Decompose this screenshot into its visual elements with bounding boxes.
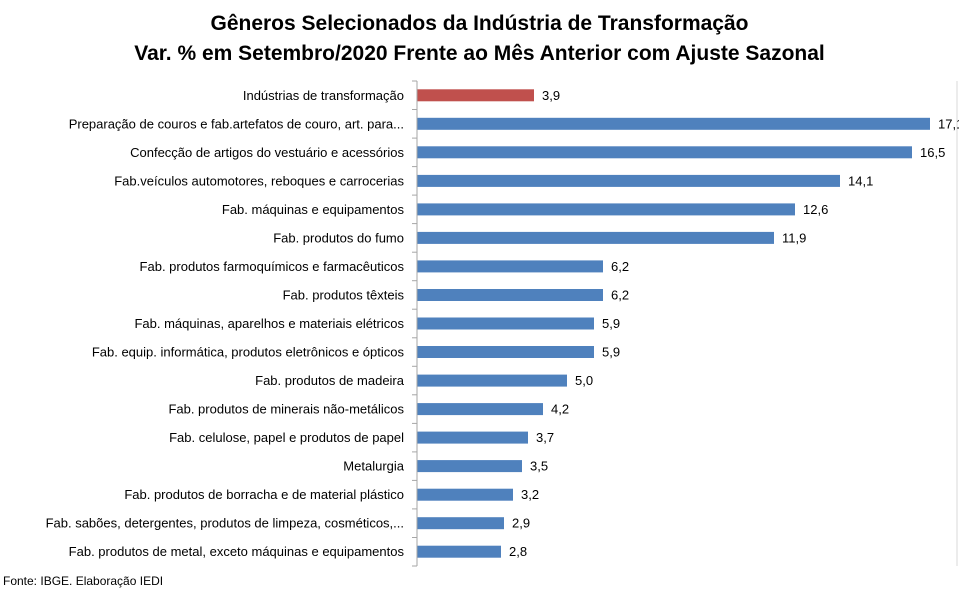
bar [417,545,501,558]
category-label: Preparação de couros e fab.artefatos de … [69,116,404,131]
data-label: 3,7 [536,430,554,445]
data-label: 6,2 [611,259,629,274]
data-label: 5,9 [602,316,620,331]
category-label: Fab. máquinas e equipamentos [222,202,405,217]
bar [417,431,528,444]
bar [417,403,543,416]
data-label: 14,1 [848,173,873,188]
category-label: Fab. produtos de borracha e de material … [124,487,404,502]
bar [417,117,930,130]
category-label: Fab. sabões, detergentes, produtos de li… [46,516,404,531]
bar [417,174,840,187]
data-label: 3,9 [542,88,560,103]
category-label: Indústrias de transformação [243,88,404,103]
category-label: Fab. produtos farmoquímicos e farmacêuti… [140,259,405,274]
category-label: Fab. produtos de minerais não-metálicos [168,402,404,417]
bar [417,289,603,301]
chart-title: Gêneros Selecionados da Indústria de Tra… [210,12,749,35]
category-label: Fab. celulose, papel e produtos de papel [169,430,404,445]
bar [417,317,594,330]
category-label: Metalurgia [343,459,404,474]
category-label: Fab.veículos automotores, reboques e car… [114,173,404,188]
bar [417,231,774,244]
category-label: Fab. produtos têxteis [283,288,405,303]
category-label: Confecção de artigos do vestuário e aces… [130,145,404,160]
chart-subtitle: Var. % em Setembro/2020 Frente ao Mês An… [134,42,825,65]
data-label: 4,2 [551,402,569,417]
bar [417,146,912,159]
data-label: 3,5 [530,459,548,474]
data-label: 5,0 [575,373,593,388]
bar [417,374,567,387]
data-label: 12,6 [803,202,828,217]
data-label: 16,5 [920,145,945,160]
bar [417,260,603,273]
category-label: Fab. produtos de madeira [255,373,405,388]
data-label: 11,9 [782,230,806,245]
category-label: Fab. produtos de metal, exceto máquinas … [69,544,405,559]
source-footnote: Fonte: IBGE. Elaboração IEDI [3,574,164,588]
category-label: Fab. máquinas, aparelhos e materiais elé… [134,316,404,331]
data-label: 3,2 [521,487,539,502]
data-label: 2,8 [509,544,527,559]
bar [417,203,795,216]
bar [417,346,594,358]
category-label: Fab. produtos do fumo [273,230,404,245]
data-label: 6,2 [611,288,629,303]
bar [417,488,513,501]
data-label: 2,9 [512,516,530,531]
bar [417,460,522,473]
data-label: 5,9 [602,345,620,360]
category-label: Fab. equip. informática, produtos eletrô… [92,345,405,360]
bar [417,89,534,102]
data-label: 17,1 [938,116,959,131]
bar [417,517,504,530]
